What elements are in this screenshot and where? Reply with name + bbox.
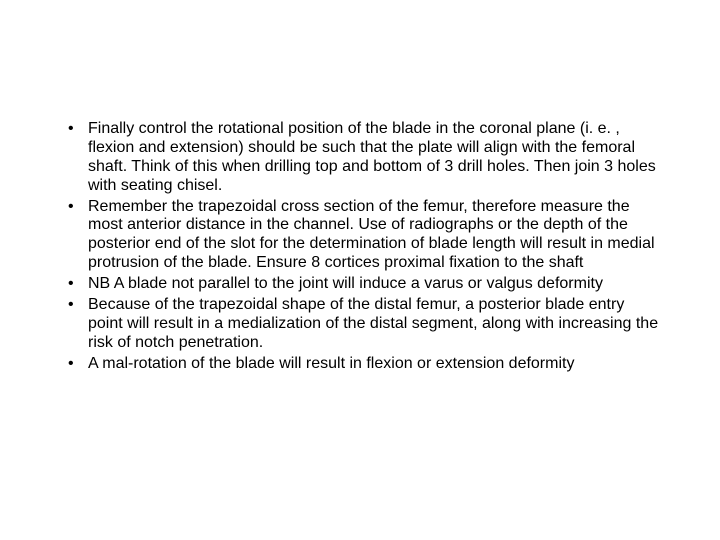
list-item: NB A blade not parallel to the joint wil…	[60, 275, 660, 294]
list-item: Finally control the rotational position …	[60, 120, 660, 196]
list-item: Remember the trapezoidal cross section o…	[60, 198, 660, 274]
bullet-text: Finally control the rotational position …	[88, 120, 656, 194]
bullet-text: A mal-rotation of the blade will result …	[88, 355, 574, 372]
bullet-text: Because of the trapezoidal shape of the …	[88, 296, 658, 351]
bullet-text: Remember the trapezoidal cross section o…	[88, 198, 655, 272]
bullet-text: NB A blade not parallel to the joint wil…	[88, 275, 603, 292]
bullet-list: Finally control the rotational position …	[60, 120, 660, 373]
list-item: Because of the trapezoidal shape of the …	[60, 296, 660, 353]
list-item: A mal-rotation of the blade will result …	[60, 355, 660, 374]
slide: Finally control the rotational position …	[0, 0, 720, 540]
